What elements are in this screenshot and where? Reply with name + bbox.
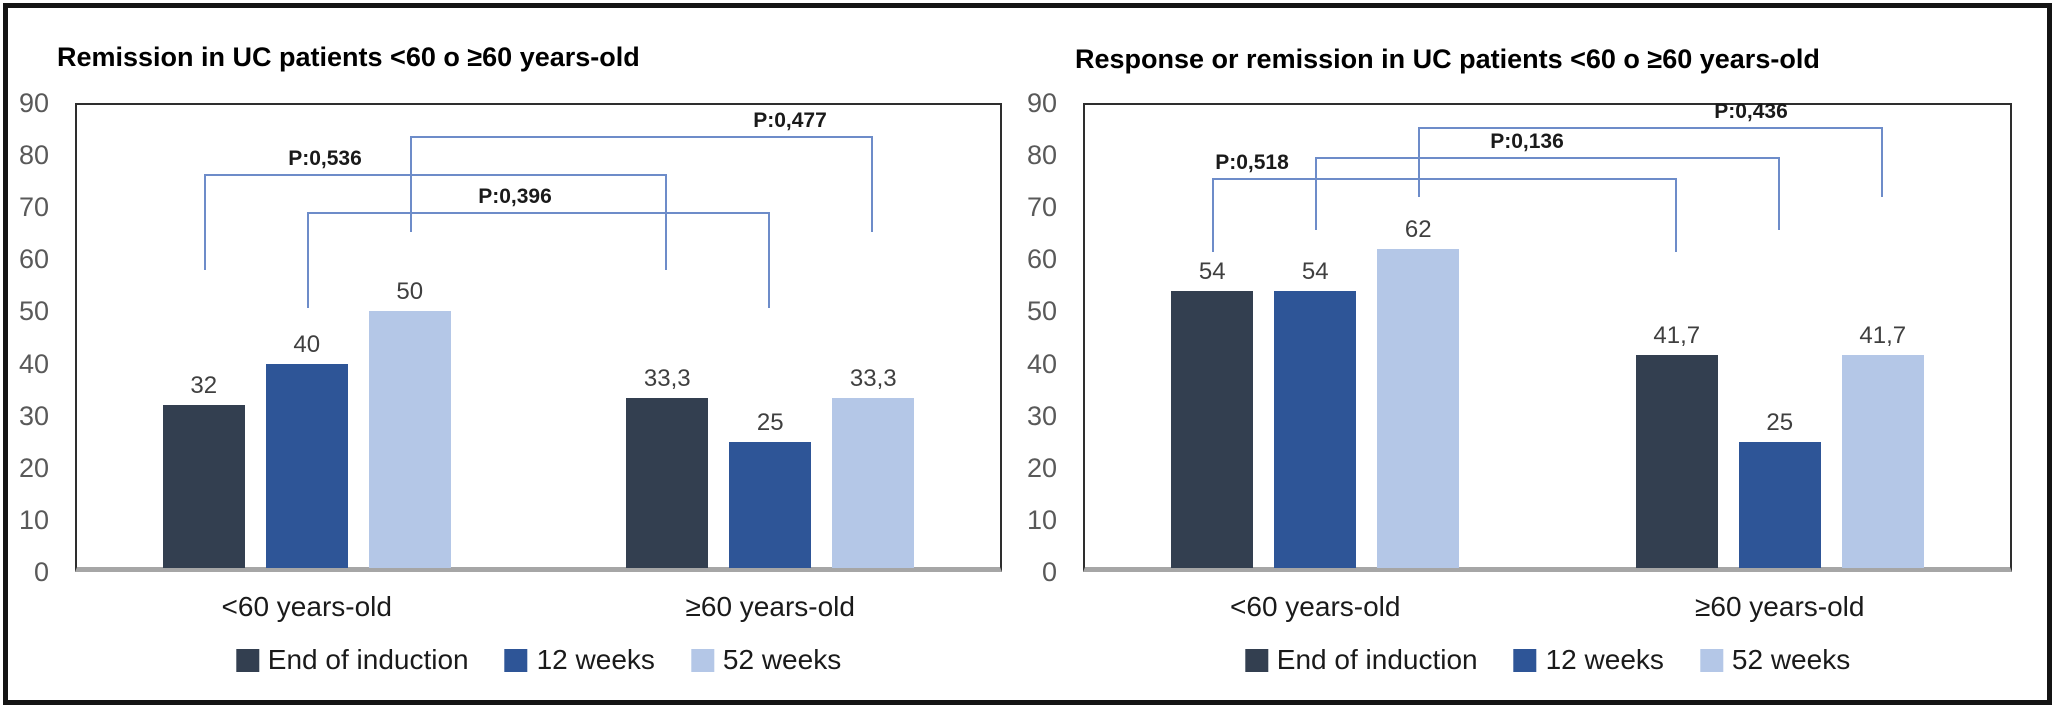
y-axis-tick-label: 30 <box>18 400 49 431</box>
bar-value-label: 25 <box>1766 408 1794 436</box>
significance-bracket <box>1418 127 1883 197</box>
legend-swatch <box>1699 648 1723 672</box>
y-axis-tick-label: 80 <box>1026 140 1057 171</box>
y-axis-tick-label: 0 <box>1041 557 1057 587</box>
y-axis-tick-label: 20 <box>18 452 49 483</box>
legend-item: 12 weeks <box>504 644 655 676</box>
significance-bracket <box>203 174 668 270</box>
legend: End of induction 12 weeks 52 weeks <box>1244 644 1851 676</box>
legend-swatch <box>235 648 259 672</box>
y-axis-tick-label: 0 <box>33 557 49 587</box>
y-axis-tick-label: 70 <box>1026 192 1057 223</box>
y-axis-tick-label: 60 <box>1026 244 1057 275</box>
chart-title: Response or remission in UC patients <60… <box>1075 44 1820 74</box>
legend-label: 52 weeks <box>722 644 842 675</box>
y-axis-tick-label: 50 <box>1026 296 1057 327</box>
bar <box>368 311 451 568</box>
bar <box>1841 354 1924 568</box>
legend-label: 12 weeks <box>1545 644 1664 675</box>
bar <box>162 405 245 568</box>
bar-value-label: 33,3 <box>849 365 897 393</box>
legend-item: End of induction <box>235 644 469 676</box>
bar <box>265 363 348 568</box>
bar-value-label: 41,7 <box>1859 321 1907 349</box>
legend-swatch <box>1244 648 1268 672</box>
p-value-label: P:0,436 <box>1714 100 1788 123</box>
chart-title: Remission in UC patients <60 o ≥60 years… <box>57 42 640 72</box>
bar-value-label: 25 <box>756 408 784 436</box>
p-value-label: P:0,518 <box>1215 151 1289 174</box>
significance-bracket <box>1212 178 1677 252</box>
legend-swatch <box>1513 648 1537 672</box>
legend-swatch <box>690 648 714 672</box>
y-axis-tick-label: 40 <box>1026 348 1057 379</box>
bar-value-label: 33,3 <box>643 365 691 393</box>
y-axis-tick-label: 80 <box>18 140 49 171</box>
legend: End of induction 12 weeks 52 weeks <box>235 644 842 676</box>
bar <box>1377 248 1460 568</box>
bar-value-label: 62 <box>1404 215 1432 243</box>
bar <box>1171 290 1254 568</box>
legend-label: End of induction <box>267 644 469 675</box>
legend-item: 52 weeks <box>690 644 842 676</box>
bar <box>1274 290 1357 568</box>
y-axis-tick-label: 30 <box>1026 400 1057 431</box>
p-value-label: P:0,136 <box>1490 130 1564 153</box>
bar-value-label: 40 <box>293 330 321 358</box>
p-value-label: P:0,477 <box>753 109 827 132</box>
y-axis-tick-label: 90 <box>1026 88 1057 118</box>
y-axis-tick-label: 60 <box>18 244 49 275</box>
y-axis-tick-label: 40 <box>18 348 49 379</box>
bar-value-label: 32 <box>190 372 218 400</box>
bar <box>729 441 812 568</box>
legend-item: End of induction <box>1244 644 1478 676</box>
bar <box>1738 441 1821 568</box>
category-label: <60 years-old <box>1230 591 1401 622</box>
legend-item: 12 weeks <box>1513 644 1664 676</box>
bar <box>1635 354 1718 568</box>
bar-value-label: 54 <box>1198 257 1226 285</box>
legend-label: 12 weeks <box>536 644 655 675</box>
legend-item: 52 weeks <box>1699 644 1851 676</box>
legend-swatch <box>504 648 528 672</box>
legend-label: End of induction <box>1276 644 1478 675</box>
significance-bracket <box>306 212 771 308</box>
y-axis-tick-label: 90 <box>18 88 49 118</box>
category-label: ≥60 years-old <box>1695 591 1865 622</box>
y-axis-tick-label: 70 <box>18 192 49 223</box>
significance-bracket <box>409 136 874 232</box>
p-value-label: P:0,396 <box>478 185 552 208</box>
bar-value-label: 50 <box>396 278 424 306</box>
y-axis-tick-label: 10 <box>1026 504 1057 535</box>
bar-value-label: 41,7 <box>1653 321 1701 349</box>
y-axis-tick-label: 10 <box>18 504 49 535</box>
bar-value-label: 54 <box>1301 257 1329 285</box>
y-axis-tick-label: 50 <box>18 296 49 327</box>
y-axis-tick-label: 20 <box>1026 452 1057 483</box>
category-label: ≥60 years-old <box>685 591 855 622</box>
legend-label: 52 weeks <box>1731 644 1851 675</box>
bar <box>626 398 709 568</box>
category-label: <60 years-old <box>221 591 392 622</box>
p-value-label: P:0,536 <box>288 147 362 170</box>
significance-bracket <box>1315 157 1780 230</box>
bar <box>832 398 915 568</box>
